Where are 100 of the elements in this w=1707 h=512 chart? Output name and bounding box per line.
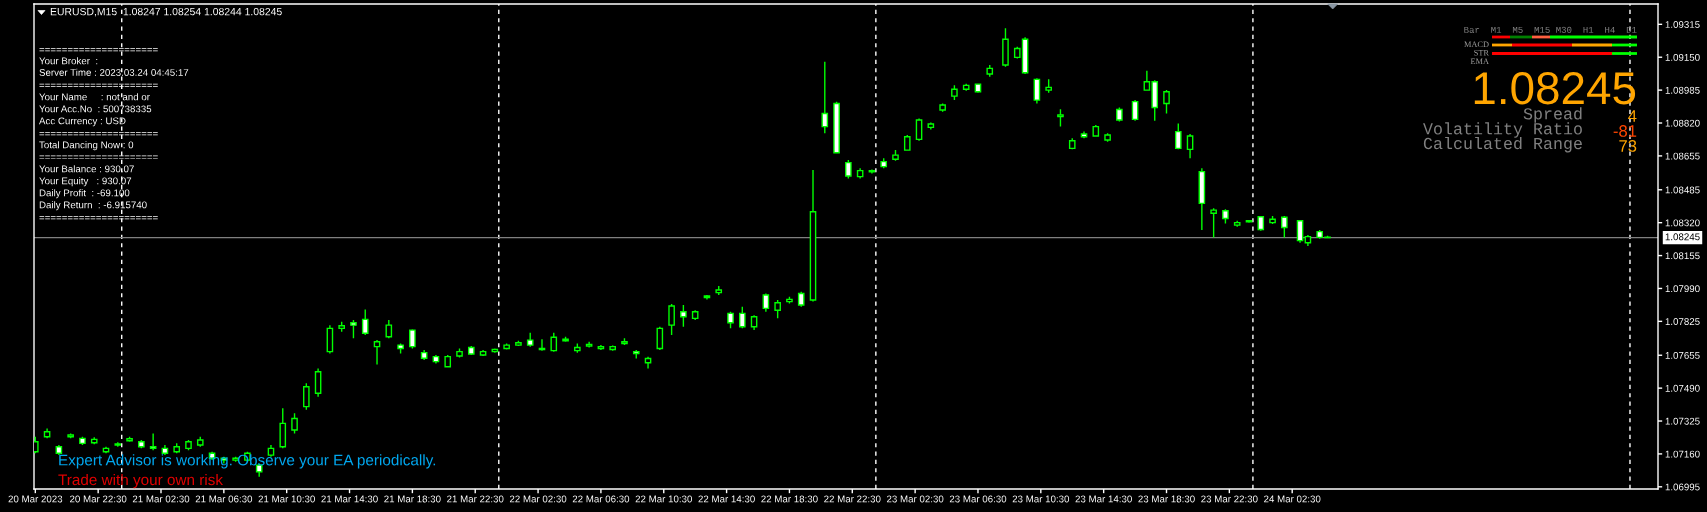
candlestick: [1068, 137, 1076, 151]
candlestick: [703, 294, 711, 301]
candlestick: [738, 306, 746, 330]
y-tick-label: 1.07825: [1665, 318, 1700, 325]
candlestick: [691, 309, 699, 321]
candlestick: [1174, 122, 1182, 151]
candlestick: [880, 157, 888, 169]
candlestick: [845, 159, 852, 180]
y-tick-label: 1.09315: [1665, 21, 1700, 28]
candlestick: [397, 342, 404, 355]
candlestick: [350, 319, 357, 339]
y-tick-label: 1.07655: [1665, 351, 1700, 359]
candlestick: [774, 299, 781, 320]
x-tick-label: 21 Mar 02:30: [132, 495, 190, 503]
x-tick-label: 20 Mar 22:30: [70, 495, 127, 503]
annotation: EMA: [1470, 58, 1489, 64]
candlestick: [79, 436, 86, 446]
candlestick: [1296, 219, 1304, 244]
candlestick: [1304, 234, 1312, 247]
candlestick: [314, 367, 322, 398]
candlestick: [833, 100, 840, 155]
candlestick: [668, 303, 675, 336]
y-tick-label: 1.09150: [1665, 53, 1700, 61]
candlestick: [762, 292, 770, 313]
candlestick: [326, 324, 334, 355]
candlestick: [585, 340, 593, 349]
annotation: Daily Profit : -69.100: [39, 189, 130, 199]
candlestick: [856, 167, 864, 180]
annotation: Calculated Range: [1423, 136, 1582, 153]
candlestick: [1186, 133, 1194, 159]
x-tick-label: 22 Mar 02:30: [509, 495, 567, 503]
ref-line-label: 1.08245: [1665, 233, 1700, 241]
candlestick: [1163, 89, 1170, 115]
x-tick-label: 23 Mar 06:30: [949, 495, 1007, 503]
candlestick: [420, 349, 428, 361]
candlestick: [43, 427, 51, 440]
candlestick: [892, 149, 899, 162]
candlestick: [138, 439, 145, 450]
candlestick: [279, 407, 287, 450]
y-tick-label: 1.07990: [1665, 285, 1700, 293]
y-tick-label: 1.08155: [1665, 252, 1700, 260]
candlestick: [1281, 215, 1288, 239]
annotation: 73: [1619, 140, 1637, 152]
candlestick: [974, 83, 982, 94]
candlestick: [538, 338, 546, 352]
candlestick: [656, 326, 664, 351]
candlestick: [1257, 215, 1265, 232]
candlestick: [1116, 106, 1123, 123]
annotation: MACD: [1464, 41, 1489, 48]
annotation: =====================: [39, 132, 158, 136]
y-tick-label: 1.07325: [1665, 417, 1700, 425]
candlestick: [479, 349, 487, 357]
candlestick: [786, 296, 793, 305]
candlestick: [868, 168, 876, 175]
candlestick: [632, 349, 640, 360]
annotation: =====================: [39, 48, 158, 52]
candlestick: [338, 321, 345, 333]
candlestick: [361, 308, 369, 336]
candlestick: [161, 444, 169, 456]
annotation: =====================: [39, 83, 158, 87]
annotation: Expert Advisor is working. Observe your EA periodically.: [59, 454, 436, 469]
candlestick: [196, 436, 204, 448]
annotation: Total Dancing Now : 0: [39, 141, 134, 151]
candlestick: [456, 347, 463, 359]
annotation: Bar M1 M5 M15 M30 H1 H4 D1: [1464, 26, 1637, 33]
candlestick: [185, 439, 192, 451]
y-tick-label: 1.08985: [1665, 86, 1700, 94]
y-tick-label: 1.07490: [1665, 384, 1700, 392]
candlestick: [291, 412, 298, 435]
x-tick-label: 23 Mar 18:30: [1138, 495, 1195, 503]
candlestick: [444, 354, 452, 369]
candlestick: [809, 169, 817, 303]
candlestick: [432, 354, 440, 365]
x-tick-label: 23 Mar 02:30: [886, 495, 944, 503]
candlestick: [680, 304, 687, 328]
candlestick: [644, 355, 652, 370]
y-tick-label: 1.07160: [1665, 450, 1700, 458]
candlestick: [409, 328, 416, 350]
annotation: Volatility Ratio: [1423, 122, 1582, 138]
annotation: -81: [1613, 125, 1637, 137]
annotation: Your Equity : 930.07: [39, 177, 132, 187]
candlestick: [1092, 124, 1100, 138]
candlestick: [67, 432, 74, 440]
x-tick-label: 22 Mar 22:30: [824, 495, 881, 503]
x-tick-label: 22 Mar 06:30: [572, 495, 630, 503]
x-tick-label: 22 Mar 18:30: [761, 495, 818, 503]
annotation: =====================: [39, 155, 158, 159]
candlestick: [951, 84, 958, 101]
x-tick-label: 22 Mar 14:30: [698, 495, 755, 503]
x-tick-label: 21 Mar 06:30: [195, 495, 253, 503]
candlestick: [915, 117, 923, 142]
candlestick: [1045, 78, 1052, 94]
candlestick: [962, 83, 970, 92]
candlestick: [750, 314, 758, 331]
candlestick: [467, 345, 475, 356]
candlestick: [1104, 132, 1111, 143]
annotation: 1.08245: [1474, 72, 1636, 105]
candlestick: [1245, 219, 1253, 224]
candlestick: [114, 441, 122, 448]
x-tick-label: 21 Mar 18:30: [384, 495, 441, 503]
